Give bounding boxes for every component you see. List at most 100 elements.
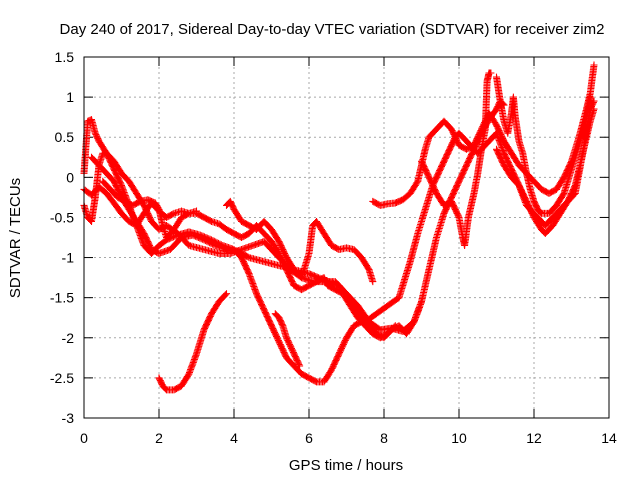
y-tick-label: 0 bbox=[66, 169, 74, 185]
data-point bbox=[298, 370, 312, 381]
data-point bbox=[298, 251, 312, 282]
data-point bbox=[433, 211, 447, 241]
data-point bbox=[99, 177, 113, 192]
data-point bbox=[575, 115, 590, 149]
data-point bbox=[110, 165, 125, 188]
data-point bbox=[178, 210, 192, 221]
data-point bbox=[470, 171, 481, 197]
data-point bbox=[560, 167, 575, 197]
y-tick-label: -0.5 bbox=[50, 209, 74, 225]
x-axis-label: GPS time / hours bbox=[289, 457, 403, 474]
data-point bbox=[553, 191, 567, 209]
data-point bbox=[283, 334, 294, 348]
data-point bbox=[283, 354, 297, 369]
data-point bbox=[414, 207, 429, 237]
data-point bbox=[418, 157, 432, 180]
data-point bbox=[290, 350, 301, 364]
y-tick-labels: 1.5 1 0.5 0 -0.5 -1 -1.5 -2 -2.5 -3 bbox=[50, 49, 74, 426]
data-point bbox=[305, 278, 319, 290]
data-point bbox=[230, 205, 245, 224]
data-point bbox=[268, 238, 282, 256]
data-point bbox=[406, 231, 421, 266]
data-point bbox=[436, 151, 451, 173]
data-point bbox=[523, 169, 534, 192]
data-point bbox=[140, 230, 155, 252]
data-point bbox=[91, 129, 102, 144]
data-point bbox=[508, 173, 522, 188]
x-tick-label: 10 bbox=[451, 430, 467, 446]
data-point bbox=[305, 374, 319, 385]
data-point bbox=[553, 175, 567, 193]
data-point bbox=[215, 291, 229, 306]
data-point bbox=[133, 218, 147, 236]
data-point bbox=[226, 197, 237, 212]
data-point bbox=[545, 186, 559, 197]
y-tick-label: 1.5 bbox=[55, 49, 75, 65]
data-point bbox=[151, 199, 162, 212]
data-point bbox=[88, 153, 102, 168]
series-arc-7 bbox=[223, 197, 377, 286]
data-point bbox=[110, 199, 125, 216]
series-arc-6 bbox=[155, 290, 230, 394]
data-point bbox=[155, 237, 169, 249]
data-point bbox=[260, 218, 274, 232]
data-point bbox=[238, 218, 252, 229]
data-point bbox=[481, 79, 491, 133]
data-point bbox=[290, 362, 304, 377]
data-point bbox=[579, 119, 594, 157]
data-point bbox=[140, 201, 155, 224]
data-point bbox=[95, 161, 109, 176]
data-point bbox=[200, 236, 218, 249]
series-arc-5 bbox=[99, 177, 399, 342]
y-tick-label: -3 bbox=[62, 410, 75, 426]
data-point bbox=[590, 61, 598, 69]
data-point bbox=[519, 149, 530, 176]
data-point bbox=[414, 163, 425, 185]
data-point bbox=[504, 111, 515, 137]
y-tick-label: 1 bbox=[66, 89, 74, 105]
data-point bbox=[346, 302, 361, 320]
data-point bbox=[313, 218, 327, 236]
data-point bbox=[331, 286, 345, 297]
data-point bbox=[103, 189, 117, 206]
data-point bbox=[373, 303, 390, 318]
data-point bbox=[568, 143, 582, 173]
data-point bbox=[425, 173, 440, 196]
data-point bbox=[361, 311, 379, 326]
data-point bbox=[478, 127, 489, 153]
data-point bbox=[95, 137, 110, 156]
data-point bbox=[406, 179, 421, 197]
x-tick-labels: 0 2 4 6 8 10 12 14 bbox=[80, 430, 617, 446]
data-point bbox=[496, 97, 508, 124]
data-point bbox=[500, 149, 515, 172]
data-point bbox=[328, 351, 342, 374]
x-tick-label: 4 bbox=[230, 430, 238, 446]
data-point bbox=[556, 199, 571, 213]
y-tick-label: -1.5 bbox=[50, 290, 74, 306]
data-point bbox=[541, 215, 556, 229]
data-point bbox=[369, 278, 377, 286]
data-point bbox=[534, 205, 545, 216]
data-point bbox=[245, 270, 260, 296]
data-point bbox=[339, 290, 353, 308]
data-point bbox=[590, 105, 598, 113]
data-point bbox=[493, 121, 507, 144]
data-point bbox=[125, 177, 140, 196]
data-point bbox=[166, 235, 184, 253]
data-point bbox=[350, 246, 364, 260]
data-point bbox=[200, 246, 221, 257]
data-point bbox=[350, 302, 368, 324]
data-point bbox=[324, 282, 338, 293]
x-tick-label: 6 bbox=[305, 430, 313, 446]
data-point bbox=[500, 137, 515, 156]
x-tick-label: 8 bbox=[380, 430, 388, 446]
data-point bbox=[260, 306, 275, 328]
data-point bbox=[185, 242, 206, 253]
data-point bbox=[320, 274, 331, 288]
data-point bbox=[320, 230, 335, 248]
data-point bbox=[215, 220, 229, 232]
data-point bbox=[296, 362, 304, 370]
data-point bbox=[425, 235, 440, 274]
